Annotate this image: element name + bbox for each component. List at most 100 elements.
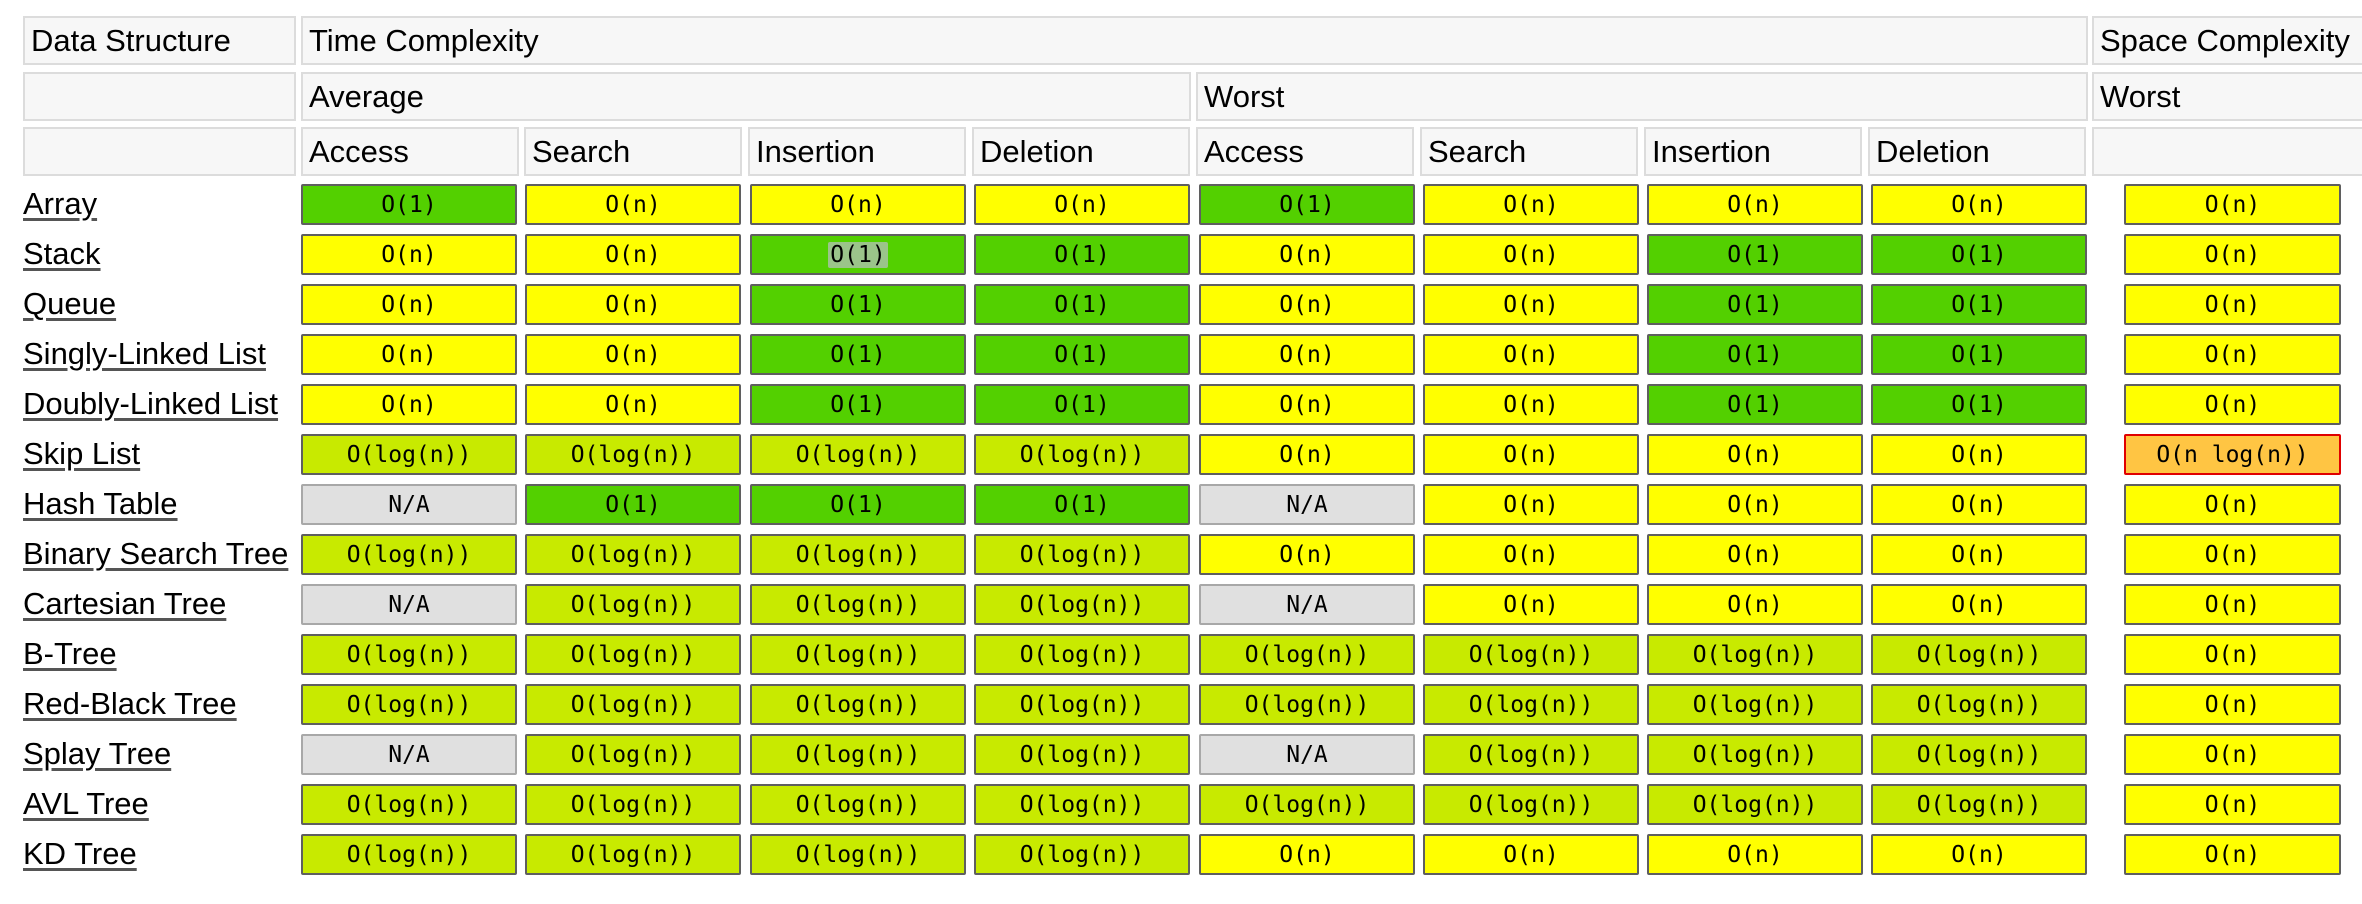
cell-avg-access: N/A [301, 584, 517, 625]
cell-worst-access: O(1) [1199, 184, 1415, 225]
cell-worst-insertion: O(1) [1647, 384, 1863, 425]
row-name-link[interactable]: Skip List [23, 436, 141, 471]
row-name-link[interactable]: KD Tree [23, 836, 137, 871]
cell-avg-insertion: O(log(n)) [750, 434, 966, 475]
cell-avg-search: O(log(n)) [525, 834, 741, 875]
header-avg-deletion: Deletion [972, 127, 1190, 176]
cell-worst-search: O(n) [1423, 334, 1639, 375]
cell-space-worst: O(n) [2124, 634, 2341, 675]
row-name-link[interactable]: Doubly-Linked List [23, 386, 279, 421]
row-name-link[interactable]: B-Tree [23, 636, 117, 671]
cell-worst-insertion: O(log(n)) [1647, 784, 1863, 825]
cell-avg-search: O(log(n)) [525, 434, 741, 475]
cell-worst-search: O(n) [1423, 434, 1639, 475]
header-time-complexity: Time Complexity [301, 16, 2088, 65]
cell-space-worst: O(n) [2124, 684, 2341, 725]
selected-text: O(1) [828, 241, 888, 268]
cell-avg-search: O(n) [525, 184, 741, 225]
cell-worst-insertion: O(1) [1647, 284, 1863, 325]
row-name-link[interactable]: Red-Black Tree [23, 686, 237, 721]
row-name-link[interactable]: Array [23, 186, 98, 221]
cell-avg-access: O(log(n)) [301, 534, 517, 575]
cell-avg-deletion: O(1) [974, 384, 1190, 425]
cell-avg-access: O(log(n)) [301, 634, 517, 675]
cell-avg-access: O(log(n)) [301, 784, 517, 825]
cell-avg-insertion: O(log(n)) [750, 784, 966, 825]
cell-worst-search: O(n) [1423, 584, 1639, 625]
header-worst: Worst [1196, 72, 2088, 121]
header-worst-insertion: Insertion [1644, 127, 1862, 176]
header-avg-search: Search [524, 127, 742, 176]
cell-worst-access: O(log(n)) [1199, 684, 1415, 725]
cell-avg-access: O(log(n)) [301, 684, 517, 725]
cell-space-worst: O(n) [2124, 334, 2341, 375]
row-name-link[interactable]: AVL Tree [23, 786, 149, 821]
cell-avg-insertion: O(log(n)) [750, 684, 966, 725]
cell-avg-access: N/A [301, 484, 517, 525]
cell-worst-access: N/A [1199, 734, 1415, 775]
cell-avg-search: O(log(n)) [525, 684, 741, 725]
cell-worst-search: O(log(n)) [1423, 784, 1639, 825]
header-blank-3 [2092, 127, 2362, 176]
row-name-link[interactable]: Binary Search Tree [23, 536, 289, 571]
cell-avg-search: O(1) [525, 484, 741, 525]
cell-avg-insertion: O(log(n)) [750, 734, 966, 775]
cell-worst-search: O(n) [1423, 534, 1639, 575]
cell-worst-insertion: O(1) [1647, 334, 1863, 375]
cell-worst-deletion: O(log(n)) [1871, 684, 2087, 725]
cell-worst-search: O(log(n)) [1423, 684, 1639, 725]
row-name-link[interactable]: Splay Tree [23, 736, 172, 771]
cell-worst-search: O(n) [1423, 184, 1639, 225]
cell-avg-search: O(log(n)) [525, 584, 741, 625]
cell-avg-search: O(log(n)) [525, 534, 741, 575]
cell-space-worst: O(n) [2124, 834, 2341, 875]
cell-avg-deletion: O(1) [974, 334, 1190, 375]
header-blank-2 [23, 127, 296, 176]
cell-avg-deletion: O(1) [974, 484, 1190, 525]
cell-space-worst: O(n) [2124, 734, 2341, 775]
row-name-link[interactable]: Hash Table [23, 486, 178, 521]
header-avg-insertion: Insertion [748, 127, 966, 176]
cell-worst-deletion: O(1) [1871, 284, 2087, 325]
cell-space-worst: O(n) [2124, 284, 2341, 325]
header-space-complexity: Space Complexity [2092, 16, 2362, 65]
cell-avg-access: O(n) [301, 384, 517, 425]
header-blank-1 [23, 72, 296, 121]
cell-worst-access: O(n) [1199, 534, 1415, 575]
header-worst-search: Search [1420, 127, 1638, 176]
cell-worst-search: O(n) [1423, 484, 1639, 525]
cell-worst-access: N/A [1199, 484, 1415, 525]
cell-avg-insertion: O(1) [750, 284, 966, 325]
cell-worst-insertion: O(n) [1647, 484, 1863, 525]
cell-space-worst: O(n) [2124, 384, 2341, 425]
cell-avg-deletion: O(log(n)) [974, 584, 1190, 625]
cell-worst-deletion: O(1) [1871, 234, 2087, 275]
cell-avg-deletion: O(log(n)) [974, 434, 1190, 475]
cell-worst-deletion: O(n) [1871, 434, 2087, 475]
cell-worst-access: O(n) [1199, 834, 1415, 875]
cell-worst-deletion: O(log(n)) [1871, 784, 2087, 825]
row-name-link[interactable]: Queue [23, 286, 117, 321]
cell-worst-insertion: O(n) [1647, 434, 1863, 475]
cell-space-worst: O(n) [2124, 184, 2341, 225]
header-data-structure: Data Structure [23, 16, 296, 65]
cell-avg-search: O(n) [525, 384, 741, 425]
cell-worst-search: O(log(n)) [1423, 634, 1639, 675]
row-name-link[interactable]: Stack [23, 236, 101, 271]
row-name-link[interactable]: Singly-Linked List [23, 336, 266, 371]
cell-worst-search: O(log(n)) [1423, 734, 1639, 775]
cell-space-worst: O(n) [2124, 484, 2341, 525]
cell-worst-access: O(n) [1199, 284, 1415, 325]
cell-avg-access: O(n) [301, 234, 517, 275]
cell-worst-deletion: O(n) [1871, 834, 2087, 875]
header-space-worst: Worst [2092, 72, 2362, 121]
cell-worst-deletion: O(1) [1871, 334, 2087, 375]
cell-avg-deletion: O(log(n)) [974, 834, 1190, 875]
cell-worst-access: N/A [1199, 584, 1415, 625]
cell-space-worst: O(n) [2124, 784, 2341, 825]
cell-space-worst: O(n) [2124, 534, 2341, 575]
cell-avg-search: O(log(n)) [525, 634, 741, 675]
row-name-link[interactable]: Cartesian Tree [23, 586, 227, 621]
cell-space-worst: O(n) [2124, 234, 2341, 275]
cell-worst-access: O(n) [1199, 334, 1415, 375]
